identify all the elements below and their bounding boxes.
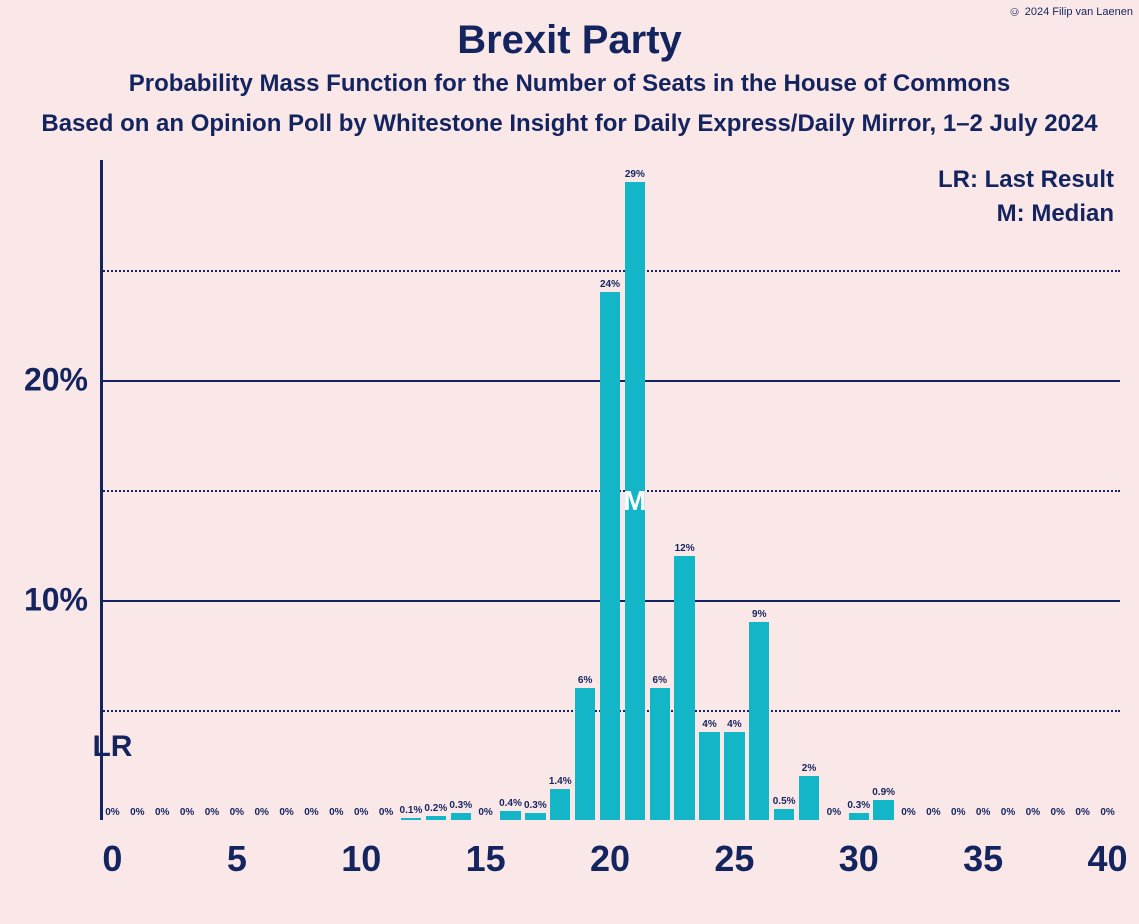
bar-value-label: 9% <box>752 609 766 620</box>
bar-value-label: 0% <box>230 807 244 818</box>
bar-value-label: 0% <box>279 807 293 818</box>
bar-value-label: 4% <box>727 719 741 730</box>
bar-value-label: 0% <box>901 807 915 818</box>
bar-value-label: 0.2% <box>424 803 447 814</box>
bar-value-label: 0% <box>329 807 343 818</box>
x-tick-label: 15 <box>466 838 506 880</box>
x-tick-label: 10 <box>341 838 381 880</box>
bar: 9% <box>749 622 769 820</box>
bar-value-label: 0% <box>254 807 268 818</box>
bar: 0.1% <box>401 818 421 820</box>
chart-canvas: Brexit Party Probability Mass Function f… <box>0 0 1139 924</box>
bar-value-label: 6% <box>578 675 592 686</box>
bar-value-label: 0.1% <box>400 805 423 816</box>
chart-subtitle: Probability Mass Function for the Number… <box>0 70 1139 98</box>
bar-value-label: 0% <box>105 807 119 818</box>
bar: 1.4% <box>550 789 570 820</box>
x-tick-label: 30 <box>839 838 879 880</box>
lr-marker: LR <box>92 730 132 764</box>
legend-lr: LR: Last Result <box>938 166 1114 194</box>
bar-value-label: 0% <box>379 807 393 818</box>
bar: 2% <box>799 776 819 820</box>
bar-value-label: 0% <box>951 807 965 818</box>
x-tick-label: 20 <box>590 838 630 880</box>
bar: 0.3% <box>451 813 471 820</box>
bar-value-label: 0% <box>180 807 194 818</box>
bar-value-label: 0.3% <box>524 800 547 811</box>
bar: 0.2% <box>426 816 446 820</box>
copyright-text: © 2024 Filip van Laenen <box>1010 6 1133 18</box>
bar-value-label: 0.9% <box>872 787 895 798</box>
y-tick-label: 10% <box>24 582 88 619</box>
bar: 0.9% <box>873 800 893 820</box>
y-tick-label: 20% <box>24 362 88 399</box>
bar: 24% <box>600 292 620 820</box>
legend-median: M: Median <box>997 200 1114 228</box>
chart-title: Brexit Party <box>0 18 1139 63</box>
chart-subtitle-source: Based on an Opinion Poll by Whitestone I… <box>0 110 1139 138</box>
x-tick-label: 5 <box>227 838 247 880</box>
bar-value-label: 0% <box>1026 807 1040 818</box>
bar: 0.4% <box>500 811 520 820</box>
bar-value-label: 0.3% <box>449 800 472 811</box>
bar: 0.3% <box>525 813 545 820</box>
bar: 4% <box>724 732 744 820</box>
bar-value-label: 0% <box>155 807 169 818</box>
x-tick-label: 35 <box>963 838 1003 880</box>
bar: 0.3% <box>849 813 869 820</box>
bar: 6% <box>650 688 670 820</box>
bar-value-label: 0% <box>354 807 368 818</box>
bar-value-label: 0% <box>827 807 841 818</box>
bar-value-label: 0% <box>205 807 219 818</box>
median-marker: M <box>623 485 646 517</box>
bar-value-label: 0% <box>1100 807 1114 818</box>
bar-value-label: 0.5% <box>773 796 796 807</box>
bar-value-label: 0% <box>1075 807 1089 818</box>
bar: 12% <box>674 556 694 820</box>
bar: 4% <box>699 732 719 820</box>
x-tick-label: 25 <box>714 838 754 880</box>
bar-value-label: 24% <box>600 279 620 290</box>
bar-value-label: 0% <box>130 807 144 818</box>
plot-area: LR: Last Result M: Median 10%20%05101520… <box>100 160 1120 820</box>
bar-value-label: 1.4% <box>549 776 572 787</box>
x-tick-label: 0 <box>102 838 122 880</box>
bar-value-label: 0% <box>1051 807 1065 818</box>
bar-value-label: 29% <box>625 169 645 180</box>
bar: 6% <box>575 688 595 820</box>
bar-value-label: 0% <box>478 807 492 818</box>
bar-value-label: 0% <box>926 807 940 818</box>
bar-value-label: 6% <box>653 675 667 686</box>
x-tick-label: 40 <box>1088 838 1128 880</box>
bar-value-label: 0% <box>1001 807 1015 818</box>
bar-value-label: 0% <box>304 807 318 818</box>
bar: 0.5% <box>774 809 794 820</box>
bar-value-label: 12% <box>675 543 695 554</box>
gridline <box>100 270 1120 272</box>
bar-value-label: 4% <box>702 719 716 730</box>
bar-value-label: 0.3% <box>847 800 870 811</box>
bar-value-label: 0.4% <box>499 798 522 809</box>
bar-value-label: 0% <box>976 807 990 818</box>
bar-value-label: 2% <box>802 763 816 774</box>
